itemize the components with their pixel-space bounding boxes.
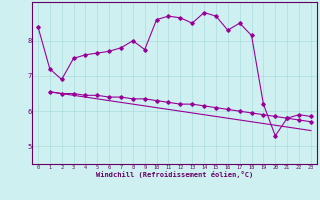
X-axis label: Windchill (Refroidissement éolien,°C): Windchill (Refroidissement éolien,°C) [96, 171, 253, 178]
